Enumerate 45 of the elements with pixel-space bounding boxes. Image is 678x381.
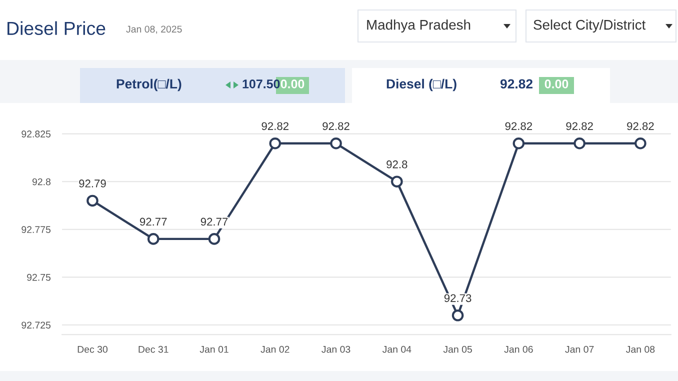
data-label: 92.79 — [79, 180, 106, 188]
point — [452, 310, 464, 322]
x-tick-label: Jan 08 — [626, 346, 655, 353]
point — [574, 137, 586, 150]
data-label: 92.73 — [444, 294, 472, 302]
x-tick-label: Jan 04 — [382, 346, 412, 353]
y-tick-label: 92.75 — [27, 274, 51, 281]
text: 0.00 — [280, 80, 304, 88]
data-label: 92.8 — [386, 160, 408, 168]
point — [208, 233, 220, 245]
data-label: 92.82 — [262, 122, 288, 130]
x-tick-label: Dec 30 — [78, 346, 108, 353]
chart-subtitle: Jan 08, 2025 — [126, 26, 182, 34]
text: 92.82 — [500, 79, 532, 89]
chart-title: Diesel Price — [8, 21, 106, 36]
point — [269, 137, 282, 150]
point — [512, 137, 525, 150]
y-tick-label: 92.8 — [32, 178, 51, 186]
point — [330, 137, 342, 150]
data-label: 92.77 — [200, 218, 228, 226]
data-label: 92.77 — [140, 218, 167, 226]
x-tick-label: Jan 03 — [322, 346, 350, 353]
data-label: 92.82 — [322, 122, 350, 130]
text: Madhya Pradesh — [367, 20, 470, 32]
x-tick-label: Dec 31 — [138, 346, 168, 353]
data-label: 92.82 — [566, 122, 593, 130]
x-tick-label: Jan 02 — [260, 346, 290, 353]
text: Select City/District — [534, 20, 646, 32]
x-tick-label: Jan 05 — [443, 346, 472, 353]
text: Diesel (□/L) — [386, 78, 456, 92]
point — [147, 233, 160, 245]
x-tick-label: Jan 01 — [200, 346, 228, 353]
x-tick-label: Jan 07 — [565, 346, 594, 353]
point — [634, 137, 646, 150]
data-label: 92.82 — [627, 122, 654, 130]
x-tick-label: Jan 06 — [504, 346, 533, 353]
point — [86, 194, 98, 207]
text: Petrol(□/L) — [116, 78, 182, 92]
y-tick-label: 92.725 — [22, 322, 51, 329]
text: 107.50 — [242, 80, 280, 88]
data-label: 92.82 — [505, 122, 532, 130]
point — [390, 176, 403, 188]
y-tick-label: 92.825 — [22, 130, 51, 138]
text: 0.00 — [544, 80, 568, 88]
y-tick-label: 92.775 — [22, 226, 51, 234]
